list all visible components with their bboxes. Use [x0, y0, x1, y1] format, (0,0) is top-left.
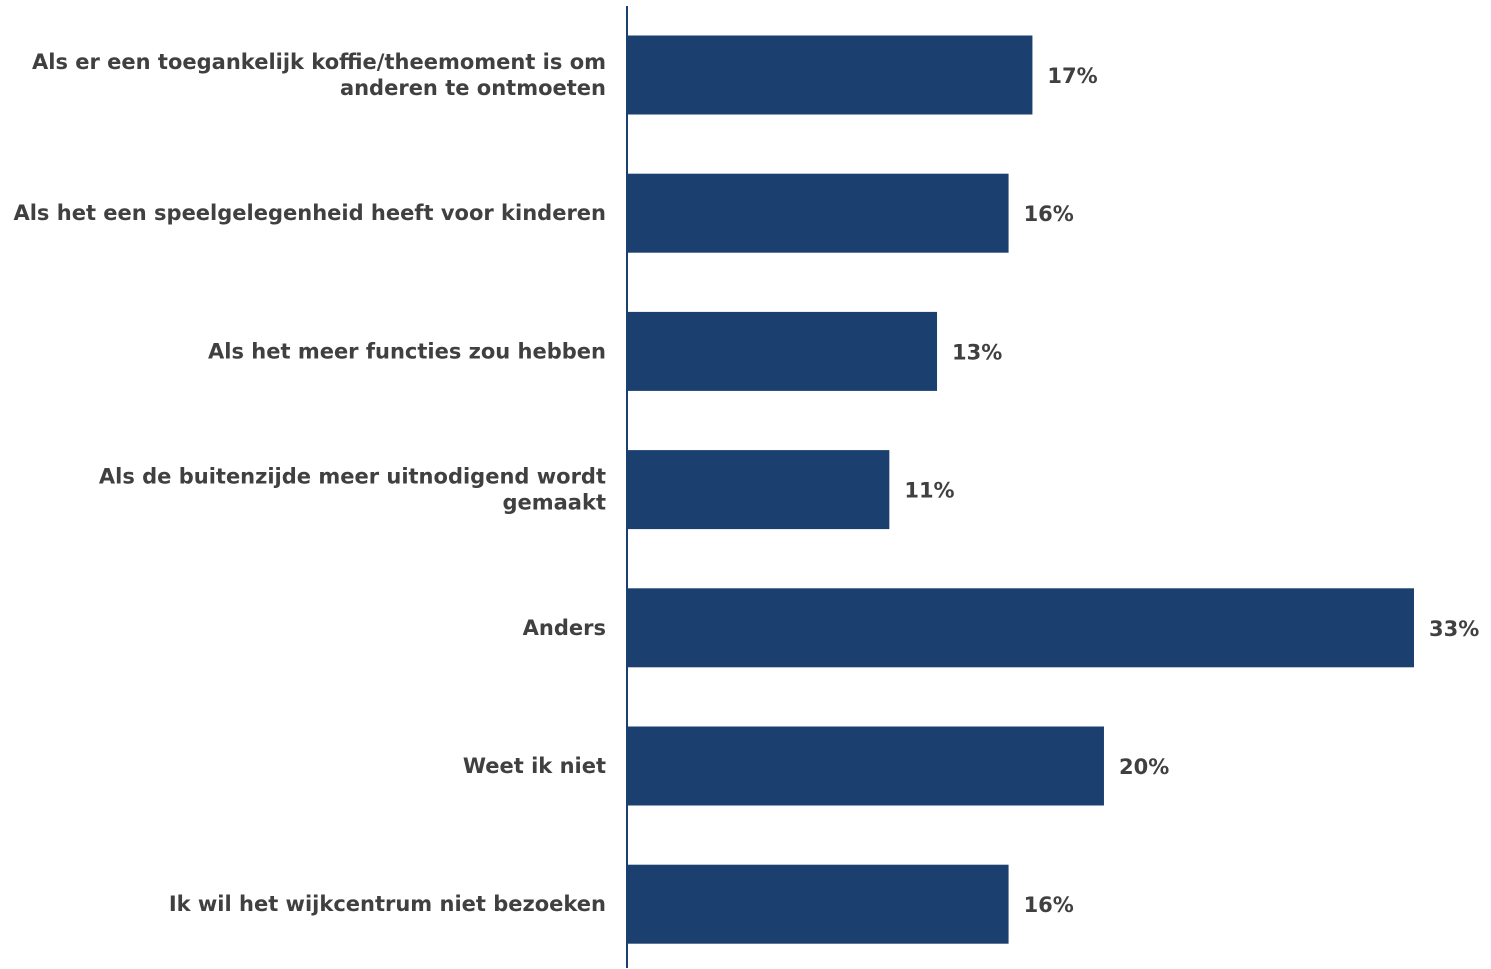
- category-label-3: Als de buitenzijde meer uitnodigend word…: [99, 465, 606, 515]
- value-label-5: 20%: [1119, 755, 1169, 779]
- bars-group: [627, 35, 1414, 944]
- bar-0: [627, 35, 1033, 115]
- bar-6: [627, 864, 1009, 944]
- bar-4: [627, 588, 1414, 668]
- category-label-5: Weet ik niet: [463, 754, 606, 778]
- category-label-1: Als het een speelgelegenheid heeft voor …: [13, 201, 606, 225]
- bar-5: [627, 726, 1104, 806]
- bar-1: [627, 173, 1009, 253]
- value-labels-group: 17% 16% 13% 11% 33% 20% 16%: [904, 64, 1479, 917]
- value-label-3: 11%: [904, 479, 954, 503]
- bar-2: [627, 311, 938, 391]
- bar-3: [627, 450, 890, 530]
- value-label-6: 16%: [1024, 893, 1074, 917]
- category-label-4: Anders: [523, 616, 606, 640]
- category-label-2: Als het meer functies zou hebben: [208, 339, 606, 363]
- category-labels-group: Als er een toegankelijk koffie/theemomen…: [13, 50, 606, 916]
- value-label-1: 16%: [1024, 202, 1074, 226]
- value-label-4: 33%: [1429, 617, 1479, 641]
- category-label-6: Ik wil het wijkcentrum niet bezoeken: [169, 892, 606, 916]
- value-label-0: 17%: [1047, 64, 1097, 88]
- category-label-0: Als er een toegankelijk koffie/theemomen…: [32, 50, 606, 100]
- value-label-2: 13%: [952, 340, 1002, 364]
